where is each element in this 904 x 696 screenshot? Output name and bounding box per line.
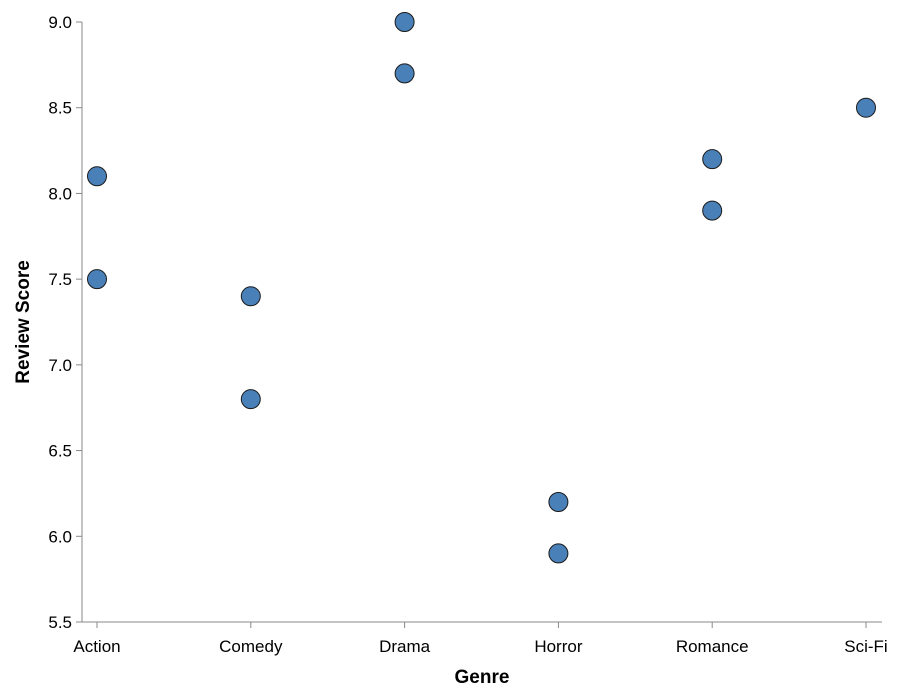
x-tick-label: Action	[73, 637, 120, 656]
data-point	[394, 12, 415, 32]
x-tick-label: Sci-Fi	[844, 637, 887, 656]
y-tick-label: 8.0	[48, 184, 72, 203]
y-tick-label: 6.0	[48, 527, 72, 546]
data-points	[87, 12, 876, 564]
y-tick-label: 9.0	[48, 13, 72, 32]
y-tick-label: 7.0	[48, 356, 72, 375]
x-axis-title: Genre	[455, 667, 510, 688]
y-axis-title: Review Score	[13, 260, 34, 384]
data-point	[87, 166, 107, 187]
data-point	[87, 269, 107, 290]
data-point	[548, 492, 569, 512]
x-tick-label: Horror	[534, 637, 583, 656]
data-point	[240, 286, 261, 307]
y-tick-label: 8.5	[48, 99, 72, 118]
data-point	[702, 149, 723, 170]
y-tick-label: 5.5	[48, 613, 72, 632]
data-point	[548, 543, 569, 564]
x-axis: Action Comedy Drama Horror Romance Sci-Fi	[73, 621, 888, 656]
y-axis: 5.5 6.0 6.5 7.0 7.5 8.0 8.5 9.0	[48, 13, 83, 632]
data-point	[240, 389, 261, 410]
data-point	[856, 97, 876, 118]
x-tick-label: Comedy	[219, 637, 283, 656]
data-point	[702, 200, 723, 221]
x-tick-label: Drama	[379, 637, 431, 656]
y-tick-label: 7.5	[48, 270, 72, 289]
data-point	[394, 63, 415, 84]
y-tick-label: 6.5	[48, 442, 72, 461]
x-tick-label: Romance	[676, 637, 749, 656]
